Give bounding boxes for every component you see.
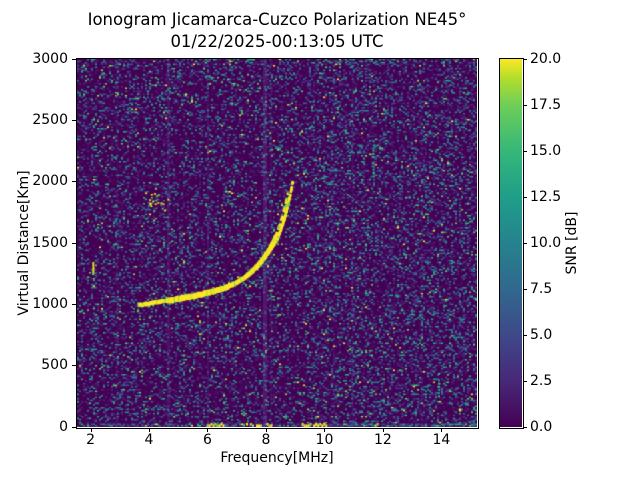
colorbar-tick-label: 15.0 [530,142,562,159]
x-tick-mark [265,428,267,432]
x-tick-label: 6 [203,432,212,448]
y-tick-label: 3000 [32,50,68,67]
colorbar-tick-mark [523,334,527,336]
x-tick-label: 8 [261,432,271,448]
x-tick-mark [207,428,209,432]
y-tick-mark [72,58,76,60]
colorbar-tick-label: 20.0 [530,50,562,67]
y-tick-label: 2500 [32,111,68,128]
y-tick-label: 500 [41,357,68,374]
chart-subtitle: 01/22/2025-00:13:05 UTC [170,31,384,51]
y-tick-mark [72,426,76,428]
y-tick-label: 2000 [32,173,68,190]
colorbar-tick-mark [523,104,527,106]
x-tick-label: 14 [432,432,451,448]
y-axis-label: Virtual Distance[Km] [16,170,32,316]
colorbar-tick-mark [523,196,527,198]
y-tick-mark [72,181,76,183]
x-tick-mark [149,428,150,432]
colorbar-tick-mark [523,150,527,152]
y-tick-mark [72,303,76,305]
y-tick-label: 0 [59,418,68,435]
y-tick-mark [72,365,76,367]
ionogram-heatmap [77,59,477,427]
colorbar-tick-mark [523,242,527,244]
y-tick-mark [72,242,76,244]
x-tick-mark [90,428,92,432]
colorbar-tick-label: 5.0 [530,326,553,343]
x-tick-label: 12 [374,432,392,448]
chart-title: Ionogram Jicamarca-Cuzco Polarization NE… [87,10,467,29]
chart-title-block: Ionogram Jicamarca-Cuzco Polarization NE… [77,9,477,52]
colorbar-label: SNR [dB] [564,211,580,275]
x-tick-label: 10 [315,432,334,448]
y-tick-mark [72,119,76,121]
colorbar-tick-mark [523,426,527,428]
x-tick-label: 4 [144,432,154,448]
colorbar-tick-mark [523,380,527,382]
colorbar-tick-mark [523,288,527,290]
colorbar-tick-mark [523,58,527,60]
x-axis-label: Frequency[MHz] [220,450,334,466]
x-tick-label: 2 [86,432,95,448]
colorbar-tick-label: 12.5 [530,188,562,205]
x-tick-mark [324,428,326,432]
colorbar-tick-label: 2.5 [530,372,553,389]
x-tick-mark [441,428,443,432]
x-tick-mark [382,428,384,432]
colorbar-tick-label: 10.0 [530,234,562,251]
colorbar-gradient [500,59,522,427]
colorbar-tick-label: 0.0 [530,418,553,435]
colorbar-tick-label: 17.5 [530,96,562,113]
y-tick-label: 1500 [32,234,68,251]
y-tick-label: 1000 [32,295,68,312]
colorbar-tick-label: 7.5 [530,280,553,297]
